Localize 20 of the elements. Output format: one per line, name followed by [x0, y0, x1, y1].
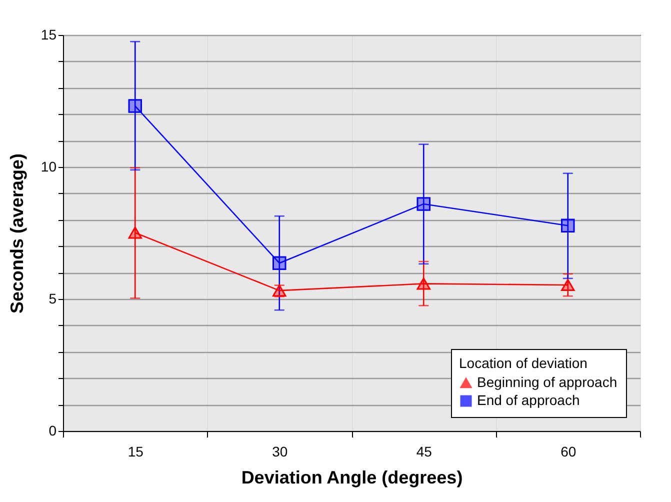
y-axis-title: Seconds (average): [6, 153, 27, 314]
y-tick-label: 15: [40, 26, 57, 42]
legend-title: Location of deviation: [459, 355, 588, 371]
y-tick-label: 0: [48, 422, 57, 438]
point: [561, 278, 575, 292]
x-axis-title: Deviation Angle (degrees): [241, 468, 463, 488]
point: [128, 226, 142, 239]
x-tick-label: 30: [272, 444, 288, 460]
point: [416, 278, 430, 290]
legend-label: End of approach: [477, 392, 580, 408]
legend-label: Beginning of approach: [477, 374, 618, 390]
point: [128, 99, 142, 113]
x-tick-label: 15: [128, 444, 144, 460]
point: [272, 256, 286, 270]
y-tick-label: 5: [48, 290, 57, 306]
x-tick-label: 60: [560, 444, 576, 460]
x-tick-label: 45: [416, 444, 432, 460]
y-tick-label: 10: [40, 158, 57, 174]
point: [561, 218, 575, 232]
point: [416, 197, 430, 211]
